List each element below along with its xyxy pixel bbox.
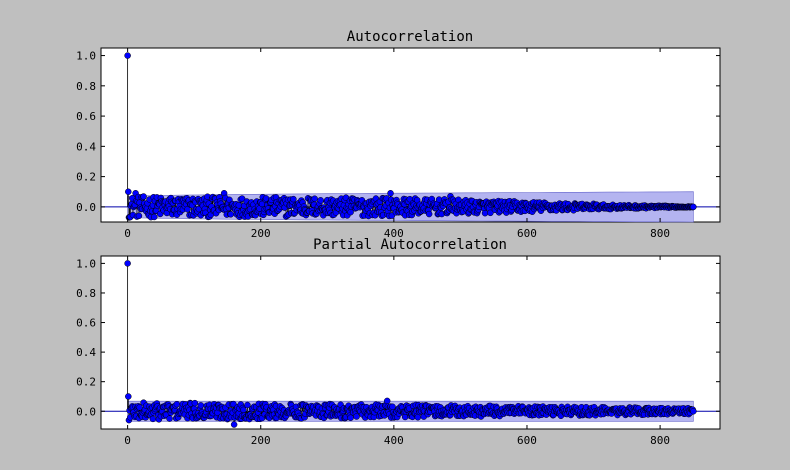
pacf-ytick-label: 0.8 [76,287,96,300]
pacf-marker [230,421,238,428]
acf-marker [311,195,318,202]
pacf-marker [197,402,205,409]
acf-xtick-label: 600 [517,227,537,240]
pacf-marker [240,406,247,414]
acf-marker [135,212,143,220]
acf-ytick-label: 1.0 [76,50,96,63]
pacf-marker [244,401,251,409]
pacf-panel: Partial Autocorrelation 0 200 400 600 800 0.0… [76,237,721,447]
acf-marker [487,209,494,217]
pacf-xtick-label: 0 [124,434,131,447]
acf-ytick-label: 0.6 [76,110,96,123]
acf-marker [238,195,246,202]
acf-ytick-label: 0.2 [76,171,96,184]
acf-marker [290,195,297,203]
pacf-marker [690,408,697,415]
acf-marker [425,210,433,218]
pacf-marker [347,414,354,422]
pacf-marker [166,415,173,422]
acf-title: Autocorrelation [347,29,473,45]
pacf-ytick-label: 0.2 [76,376,96,389]
pacf-marker [124,260,131,267]
pacf-ytick-label: 0.4 [76,346,96,359]
pacf-xtick-label: 800 [650,434,670,447]
pacf-marker [191,399,199,407]
acf-ytick-label: 0.4 [76,140,96,153]
acf-marker [690,203,697,211]
acf-marker [387,190,394,197]
acf-xtick-label: 400 [384,227,404,240]
acf-marker [125,188,132,195]
pacf-ticks-layer: 0 200 400 600 800 0.0 0.2 0.4 0.6 0.8 1.0 [76,256,720,447]
pacf-xtick-label: 200 [251,434,271,447]
pacf-ytick-label: 0.6 [76,317,96,330]
pacf-xtick-label: 400 [384,434,404,447]
acf-xtick-label: 800 [650,227,670,240]
pacf-marker [173,400,181,408]
acf-marker [227,211,235,218]
acf-ticks-layer: 0 200 400 600 800 0.0 0.2 0.4 0.6 0.8 1.0 [76,48,720,240]
acf-ytick-label: 0.8 [76,80,96,93]
pacf-marker [383,397,391,405]
acf-marker [317,197,324,204]
pacf-plot-area [100,255,721,430]
acf-marker [235,202,243,209]
pacf-ytick-label: 0.0 [76,405,96,418]
pacf-marker [353,413,360,420]
acf-xtick-label: 0 [124,227,131,240]
pacf-stems-layer [124,260,697,428]
pacf-marker [125,393,132,400]
pacf-title: Partial Autocorrelation [313,237,507,253]
acf-marker [151,213,158,221]
acf-stems-layer [124,52,697,221]
pacf-marker [149,415,157,423]
acf-marker [124,52,131,59]
acf-xtick-label: 200 [251,227,271,240]
pacf-xtick-label: 600 [517,434,537,447]
pacf-ytick-label: 1.0 [76,257,96,270]
acf-ytick-label: 0.0 [76,201,96,214]
acf-marker [140,193,147,200]
acf-panel: Autocorrelation 0 200 400 600 800 0.0 0.2 0.4 0.… [76,29,721,240]
